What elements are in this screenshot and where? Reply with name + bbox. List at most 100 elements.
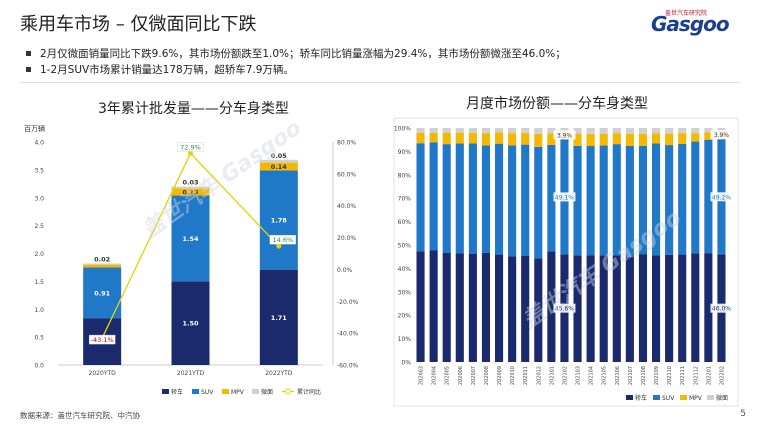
right-bar-轿车 bbox=[691, 253, 700, 362]
right-annotation: 49.1% bbox=[555, 194, 574, 201]
right-bar-SUV bbox=[599, 145, 608, 256]
right-bar-SUV bbox=[612, 144, 621, 256]
right-legend-label: SUV bbox=[662, 395, 675, 402]
watermark-left: 盖世汽车 Gasgoo bbox=[138, 115, 307, 244]
right-annotation: 3.9% bbox=[714, 132, 730, 139]
right-bar-微面 bbox=[416, 128, 425, 133]
right-bar-MPV bbox=[717, 130, 726, 140]
left-y2-tick: 80.0% bbox=[337, 140, 356, 147]
right-x-tick: 202103 bbox=[576, 366, 582, 385]
left-y-tick: 4.0 bbox=[34, 140, 44, 147]
right-annotation-box bbox=[710, 192, 733, 202]
right-bar-MPV bbox=[651, 133, 661, 144]
data-source: 数据来源：盖世汽车研究院、中汽协 bbox=[20, 411, 140, 420]
left-bar-label: 1.54 bbox=[182, 235, 199, 243]
right-x-tick: 202007 bbox=[471, 366, 477, 385]
right-x-tick: 202003 bbox=[419, 366, 425, 385]
left-bar-label: 0.84 bbox=[94, 338, 111, 346]
left-bar-SUV bbox=[171, 195, 210, 282]
left-legend-label: SUV bbox=[201, 389, 214, 396]
right-bar-SUV bbox=[586, 146, 595, 256]
right-y-tick: 100% bbox=[394, 126, 411, 133]
left-growth-point bbox=[188, 150, 193, 156]
right-bar-SUV bbox=[717, 139, 726, 255]
right-bar-微面 bbox=[494, 128, 504, 133]
right-y-tick: 60% bbox=[398, 219, 412, 226]
right-y-tick: 20% bbox=[398, 313, 412, 320]
left-bar-轿车 bbox=[259, 269, 298, 365]
left-chart-title: 3年累计批发量——分车身类型 bbox=[98, 101, 289, 117]
left-bar-label: 0.91 bbox=[94, 289, 111, 297]
right-bar-轿车 bbox=[704, 253, 713, 362]
right-bar-微面 bbox=[599, 128, 608, 134]
left-y-tick: 0.5 bbox=[34, 335, 44, 342]
left-bar-label: 1.71 bbox=[271, 314, 288, 322]
right-legend-swatch bbox=[626, 395, 633, 400]
right-bar-MPV bbox=[612, 133, 621, 145]
right-bar-MPV bbox=[521, 132, 530, 145]
left-legend-label: MPV bbox=[231, 389, 245, 396]
right-bar-MPV bbox=[534, 133, 543, 147]
left-growth-point bbox=[276, 243, 282, 249]
right-bar-轿车 bbox=[573, 255, 582, 362]
right-chart-frame bbox=[393, 117, 739, 407]
left-bar-SUV bbox=[259, 170, 298, 270]
right-legend-label: 轿车 bbox=[635, 394, 647, 402]
right-annotation: 46.0% bbox=[712, 306, 731, 313]
right-bar-微面 bbox=[625, 128, 634, 134]
left-legend-swatch bbox=[222, 389, 229, 394]
left-legend-label: 轿车 bbox=[171, 388, 183, 396]
right-bar-SUV bbox=[651, 143, 661, 256]
left-y2-tick: -40.0% bbox=[337, 331, 359, 338]
right-bar-SUV bbox=[508, 145, 517, 257]
divider bbox=[20, 82, 740, 83]
right-bar-MPV bbox=[455, 132, 464, 144]
right-bar-SUV bbox=[534, 146, 543, 259]
right-annotation: 3.9% bbox=[557, 132, 573, 139]
left-y-tick: 3.5 bbox=[34, 167, 44, 174]
left-y2-tick: 60.0% bbox=[337, 171, 356, 178]
right-bar-MPV bbox=[625, 133, 634, 147]
right-x-tick: 202109 bbox=[654, 366, 660, 385]
left-bar-SUV bbox=[83, 267, 122, 319]
right-bar-MPV bbox=[494, 132, 504, 144]
right-bar-微面 bbox=[481, 128, 491, 134]
right-bar-微面 bbox=[442, 128, 451, 133]
left-bar-微面 bbox=[83, 263, 122, 265]
right-bar-轿车 bbox=[678, 254, 687, 362]
right-bar-SUV bbox=[638, 145, 648, 255]
right-bar-MPV bbox=[586, 133, 595, 147]
right-bar-SUV bbox=[678, 143, 687, 255]
right-legend-swatch bbox=[680, 395, 687, 400]
right-x-tick: 202201 bbox=[706, 366, 712, 385]
right-bar-微面 bbox=[429, 128, 438, 133]
right-bar-微面 bbox=[508, 128, 517, 134]
right-bar-SUV bbox=[468, 143, 477, 254]
right-bar-MPV bbox=[678, 133, 687, 144]
right-bar-微面 bbox=[665, 128, 674, 134]
left-growth-label: -43.1% bbox=[91, 336, 114, 344]
right-y-tick: 10% bbox=[398, 336, 412, 343]
right-bar-轿车 bbox=[521, 255, 530, 362]
left-growth-label-box bbox=[88, 334, 116, 345]
left-bar-MPV bbox=[83, 264, 122, 268]
right-bar-轿车 bbox=[638, 254, 648, 362]
right-bar-轿车 bbox=[586, 255, 595, 362]
right-y-tick: 40% bbox=[398, 266, 412, 273]
right-y-tick: 30% bbox=[398, 289, 412, 296]
right-bar-轿车 bbox=[717, 254, 726, 362]
right-bar-微面 bbox=[638, 128, 648, 134]
right-bar-轿车 bbox=[534, 258, 543, 362]
right-bar-MPV bbox=[573, 133, 582, 146]
right-x-tick: 202105 bbox=[602, 366, 608, 385]
right-bar-轿车 bbox=[665, 254, 674, 362]
left-y-tick: 1.5 bbox=[34, 279, 44, 286]
right-bar-轿车 bbox=[625, 256, 634, 362]
right-annotation: 45.6% bbox=[555, 306, 574, 313]
left-x-tick: 2021YTD bbox=[177, 370, 205, 377]
left-y-tick: 1.0 bbox=[34, 307, 44, 314]
right-bar-SUV bbox=[691, 141, 700, 254]
right-x-tick: 202011 bbox=[523, 366, 529, 385]
left-growth-label: 14.6% bbox=[273, 236, 294, 244]
right-bar-MPV bbox=[547, 133, 556, 145]
